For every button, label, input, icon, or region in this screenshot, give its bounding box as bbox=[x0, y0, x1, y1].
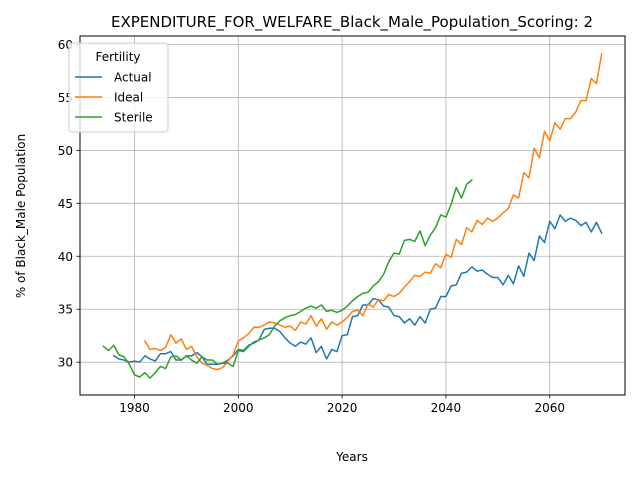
x-axis-label: Years bbox=[335, 450, 368, 464]
y-tick-label: 30 bbox=[58, 356, 73, 370]
legend-label-actual: Actual bbox=[114, 71, 152, 85]
x-tick-label: 1980 bbox=[119, 401, 150, 415]
chart-title: EXPENDITURE_FOR_WELFARE_Black_Male_Popul… bbox=[111, 13, 593, 32]
x-tick-label: 2040 bbox=[431, 401, 462, 415]
y-axis-label: % of Black_Male Population bbox=[14, 134, 28, 298]
y-tick-label: 40 bbox=[58, 250, 73, 264]
legend-title: Fertility bbox=[95, 50, 140, 64]
y-tick-label: 45 bbox=[58, 197, 73, 211]
y-tick-label: 35 bbox=[58, 303, 73, 317]
x-tick-label: 2060 bbox=[534, 401, 565, 415]
y-tick-label: 50 bbox=[58, 144, 73, 158]
x-tick-label: 2020 bbox=[327, 401, 358, 415]
legend-label-sterile: Sterile bbox=[114, 111, 153, 125]
legend: Fertility Actual Ideal Sterile bbox=[69, 43, 168, 132]
x-tick-label: 2000 bbox=[223, 401, 254, 415]
legend-label-ideal: Ideal bbox=[114, 91, 143, 105]
